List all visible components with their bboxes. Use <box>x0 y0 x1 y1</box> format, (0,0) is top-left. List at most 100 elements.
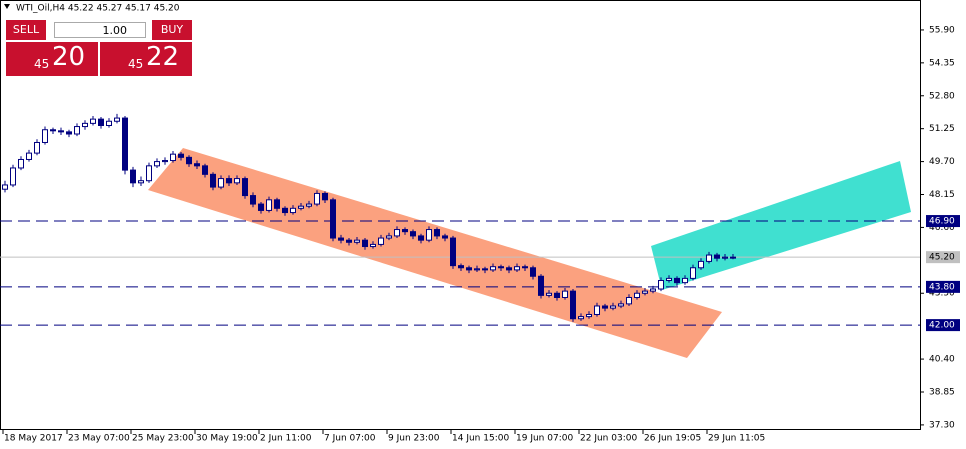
level-label-box <box>926 280 960 293</box>
x-tick-label: 14 Jun 15:00 <box>452 434 509 444</box>
candle-body <box>338 237 344 241</box>
candle-body <box>522 266 528 269</box>
candle-body <box>434 229 440 237</box>
x-tick-label: 18 May 2017 <box>4 434 63 444</box>
candle-body <box>154 161 160 167</box>
y-tick-label: 48.15 <box>929 190 955 200</box>
candle-body <box>658 280 664 290</box>
bid-digits: 20 <box>52 42 86 72</box>
candle-body <box>362 239 368 248</box>
candle-body <box>474 268 480 271</box>
candle-body <box>706 254 712 262</box>
candle-body <box>402 229 408 233</box>
candle-body <box>690 267 696 279</box>
candle-body <box>298 205 304 209</box>
candle-body <box>450 237 456 267</box>
candle-body <box>666 277 672 282</box>
candle-body <box>554 292 560 298</box>
x-tick-label: 9 Jun 23:00 <box>388 434 440 444</box>
x-tick-label: 7 Jun 07:00 <box>324 434 376 444</box>
candle-body <box>138 180 144 184</box>
candle-body <box>410 231 416 237</box>
candle-body <box>162 160 168 163</box>
x-tick-label: 19 Jun 07:00 <box>516 434 573 444</box>
sell-button[interactable]: SELL <box>6 20 46 40</box>
candle-body <box>10 167 16 186</box>
candle-body <box>98 118 104 126</box>
candle-body <box>226 178 232 184</box>
current-price-label: 45.20 <box>929 253 955 263</box>
candle-body <box>482 268 488 271</box>
candle-body <box>562 290 568 298</box>
level-label-box <box>926 319 960 332</box>
ask-digits: 22 <box>146 42 180 72</box>
candle-body <box>306 203 312 207</box>
candle-body <box>514 266 520 271</box>
candle-body <box>186 156 192 165</box>
y-tick-label: 38.85 <box>929 387 955 397</box>
candle-body <box>698 260 704 269</box>
buy-button[interactable]: BUY <box>152 20 192 40</box>
candle-body <box>730 256 736 259</box>
candle-body <box>634 292 640 298</box>
x-tick-label: 22 Jun 03:00 <box>580 434 637 444</box>
candle-body <box>34 141 40 154</box>
candle-body <box>378 237 384 245</box>
ask-price[interactable]: 45 22 <box>100 42 192 76</box>
bid-price[interactable]: 45 20 <box>6 42 98 76</box>
x-tick-label: 2 Jun 11:00 <box>260 434 312 444</box>
candle-body <box>218 178 224 188</box>
candle-body <box>330 199 336 239</box>
level-label: 46.90 <box>929 217 955 227</box>
candle-body <box>26 152 32 160</box>
candle-body <box>626 296 632 305</box>
candle-body <box>426 229 432 241</box>
y-tick-label: 43.50 <box>929 289 955 299</box>
y-tick-label: 55.90 <box>929 25 955 35</box>
candle-body <box>122 117 128 171</box>
level-label: 42.00 <box>929 321 955 331</box>
symbol-icon <box>4 4 10 9</box>
candle-body <box>682 277 688 284</box>
candle-body <box>570 290 576 320</box>
candle-body <box>74 126 80 135</box>
y-tick-label: 54.35 <box>929 58 955 68</box>
candle-body <box>90 118 96 124</box>
candle-body <box>2 184 8 190</box>
candle-body <box>50 129 56 132</box>
y-tick-label: 51.25 <box>929 124 955 134</box>
candle-body <box>466 267 472 271</box>
candle-body <box>530 267 536 277</box>
candle-body <box>202 165 208 175</box>
candle-body <box>242 178 248 197</box>
candle-body <box>210 173 216 188</box>
y-tick-label: 46.60 <box>929 223 955 233</box>
x-tick-label: 25 May 23:00 <box>132 434 194 444</box>
candle-body <box>146 165 152 182</box>
candle-body <box>106 120 112 126</box>
y-tick-label: 40.40 <box>929 355 955 365</box>
y-tick-label: 49.70 <box>929 157 955 167</box>
candle-body <box>722 256 728 259</box>
down-channel <box>148 148 722 358</box>
candle-body <box>82 122 88 128</box>
candle-body <box>258 203 264 211</box>
candle-body <box>130 169 136 184</box>
x-tick-label: 23 May 07:00 <box>68 434 130 444</box>
candle-body <box>42 129 48 143</box>
candle-body <box>290 207 296 214</box>
candle-body <box>346 239 352 243</box>
candle-body <box>234 178 240 184</box>
lot-input[interactable]: 1.00 <box>54 22 146 38</box>
candle-body <box>266 199 272 211</box>
candle-body <box>642 290 648 294</box>
candle-body <box>322 192 328 201</box>
trade-panel: SELL 1.00 BUY 45 20 45 22 <box>6 20 194 76</box>
candle-body <box>458 265 464 269</box>
candle-body <box>586 313 592 318</box>
candle-body <box>618 303 624 307</box>
x-tick-label: 29 Jun 11:05 <box>708 434 765 444</box>
candle-body <box>66 131 72 135</box>
